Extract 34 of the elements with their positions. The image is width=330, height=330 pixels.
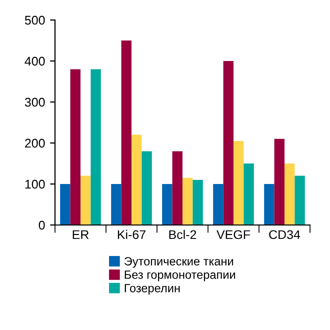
bar [80, 176, 91, 225]
bar [162, 184, 172, 225]
bar [274, 138, 284, 225]
y-tick-label: 200 [25, 138, 45, 148]
bar [284, 164, 295, 225]
bar [234, 140, 244, 225]
bar [244, 164, 254, 225]
x-tick-label: Bcl-2 [169, 230, 196, 240]
bar [223, 61, 234, 225]
legend-label: Без гормонотерапии [124, 270, 236, 282]
bar [213, 184, 224, 225]
bar [264, 184, 274, 225]
y-tick-label: 0 [38, 220, 45, 230]
bar [60, 184, 70, 225]
bar [182, 178, 193, 225]
bar [172, 151, 182, 225]
x-tick-label: ER [72, 230, 89, 239]
bar [142, 151, 152, 225]
bar [294, 176, 305, 225]
x-tick-label: VEGF [216, 230, 250, 240]
y-tick-label: 300 [24, 98, 45, 107]
bar [70, 69, 80, 225]
y-tick-label: 100 [25, 180, 45, 189]
bar [121, 40, 132, 225]
legend-label: Гозерелин [124, 284, 180, 295]
legend-label: Эутопические ткани [124, 257, 234, 268]
bar [111, 184, 122, 225]
bar [192, 180, 203, 225]
bar [90, 69, 101, 225]
x-tick-label: CD34 [269, 230, 300, 240]
x-tick-label: Ki-67 [118, 230, 146, 240]
y-tick-label: 500 [24, 16, 45, 25]
bar [132, 134, 142, 225]
y-tick-label: 400 [24, 56, 45, 66]
